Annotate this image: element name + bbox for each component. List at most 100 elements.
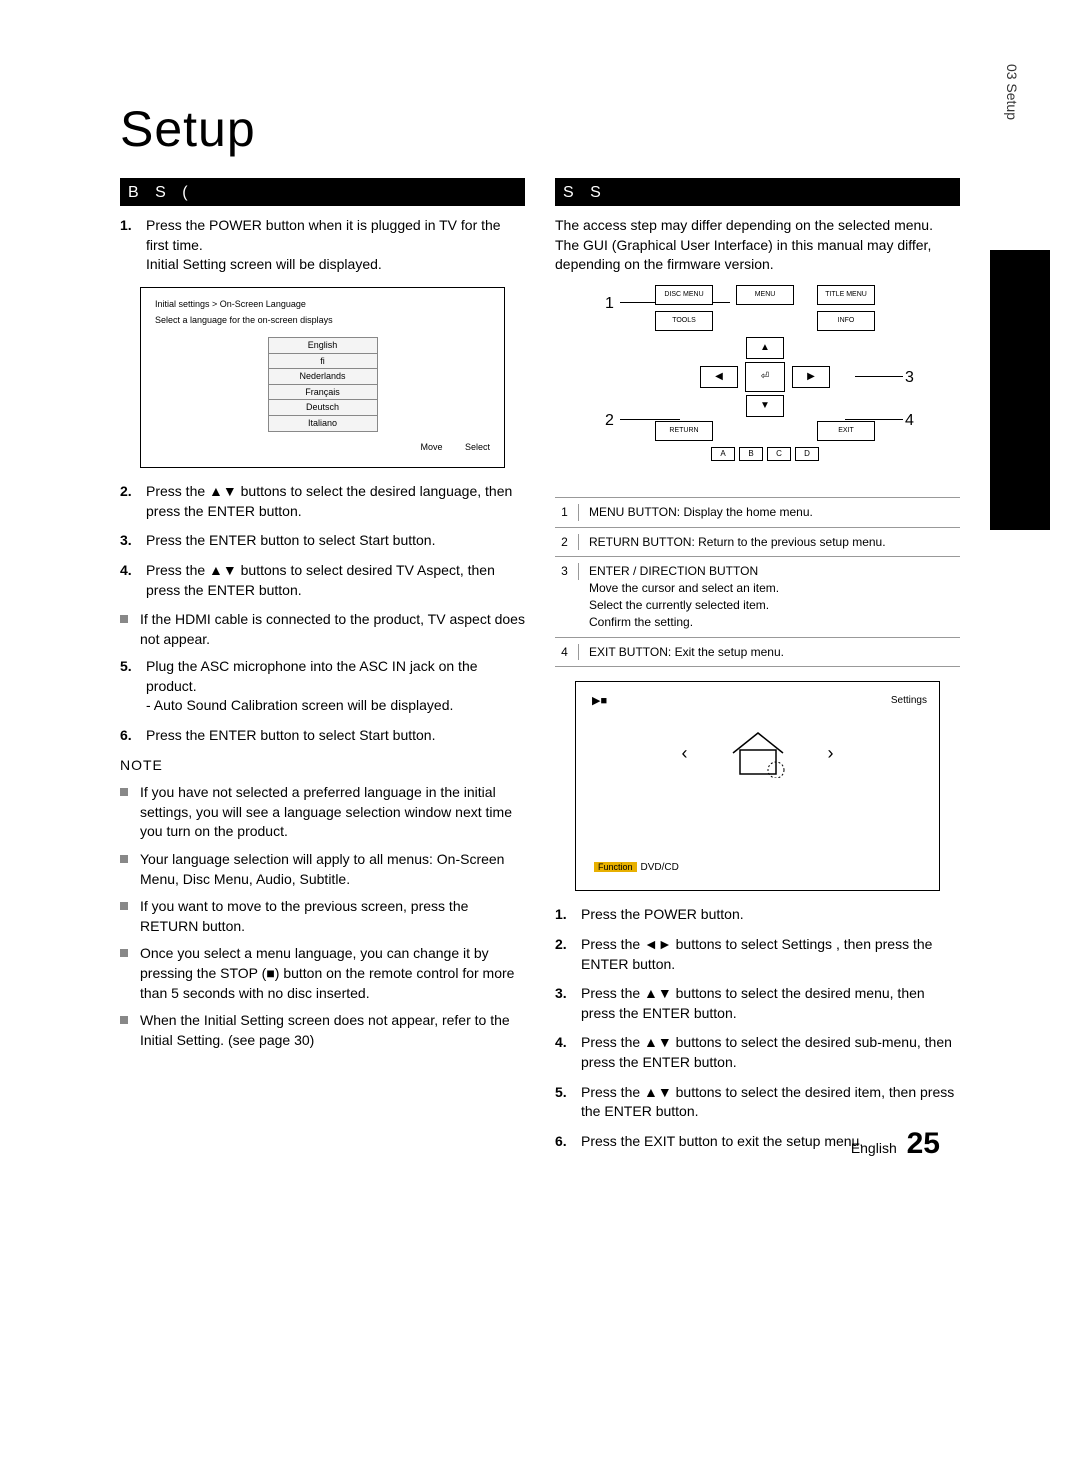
step-text: Press the POWER button. xyxy=(581,905,744,925)
lang-item[interactable]: Français xyxy=(268,384,378,401)
table-row: 3 ENTER / DIRECTION BUTTON Move the curs… xyxy=(555,557,960,637)
callout-3: 3 xyxy=(905,367,914,389)
table-desc: ENTER / DIRECTION BUTTON Move the cursor… xyxy=(589,563,956,630)
settings-label: Settings xyxy=(891,694,927,708)
lang-item[interactable]: Italiano xyxy=(268,415,378,432)
table-num: 1 xyxy=(559,504,579,521)
step-number: 3. xyxy=(120,531,138,551)
settings-icon[interactable] xyxy=(728,728,788,778)
info-button[interactable]: INFO xyxy=(817,311,875,331)
step-text: Plug the ASC microphone into the ASC IN … xyxy=(146,657,525,696)
step-number: 4. xyxy=(555,1033,573,1072)
note-item: If you have not selected a preferred lan… xyxy=(120,783,525,842)
power-label: POWER xyxy=(209,217,262,233)
lang-breadcrumb: Initial settings > On-Screen Language xyxy=(155,298,490,311)
side-chapter-label: 03 Setup xyxy=(1004,64,1020,120)
a-button[interactable]: A xyxy=(711,447,735,461)
step-text: Press the ◄► buttons to select Settings … xyxy=(581,935,960,974)
table-row: 1 MENU BUTTON: Display the home menu. xyxy=(555,498,960,528)
step-number: 3. xyxy=(555,984,573,1023)
lang-item[interactable]: Nederlands xyxy=(268,368,378,385)
table-desc: MENU BUTTON: Display the home menu. xyxy=(589,504,956,521)
dpad-up[interactable]: ▲ xyxy=(746,337,784,359)
exit-button[interactable]: EXIT xyxy=(817,421,875,441)
menu-button[interactable]: MENU xyxy=(736,285,794,305)
lang-prompt: Select a language for the on-screen disp… xyxy=(155,314,490,327)
c-button[interactable]: C xyxy=(767,447,791,461)
dpad-down[interactable]: ▼ xyxy=(746,395,784,417)
step-subtext: - Auto Sound Calibration screen will be … xyxy=(146,696,525,716)
dpad-enter[interactable]: ⏎ xyxy=(745,362,785,392)
callout-1: 1 xyxy=(605,293,614,315)
b-button[interactable]: B xyxy=(739,447,763,461)
intro-text: The access step may differ depending on … xyxy=(555,216,960,275)
remote-control: DISC MENU MENU TITLE MENU TOOLS INFO ▲ ◀… xyxy=(655,285,875,475)
nav-right-arrow[interactable]: › xyxy=(828,741,834,766)
step-1: 1. Press the POWER button when it is plu… xyxy=(120,216,525,275)
step-number: 5. xyxy=(120,657,138,716)
dpad-right[interactable]: ▶ xyxy=(792,366,830,388)
enter-label: ENTER xyxy=(209,727,256,743)
play-stop-icon: ▶■ xyxy=(592,694,607,709)
enter-label: ENTER xyxy=(207,503,254,519)
left-section-header: B S ( xyxy=(120,178,525,206)
bullet-item: If the HDMI cable is connected to the pr… xyxy=(120,610,525,649)
step-text: Press the EXIT button to exit the setup … xyxy=(581,1132,863,1152)
dpad: ▲ ◀ ⏎ ▶ ▼ xyxy=(680,337,850,417)
step-6: 6. Press the ENTER button to select Star… xyxy=(120,726,525,746)
step-text: Press the ▲▼ buttons to select the desir… xyxy=(146,483,512,519)
step-number: 6. xyxy=(555,1132,573,1152)
function-label: Function xyxy=(594,862,637,872)
table-desc: EXIT BUTTON: Exit the setup menu. xyxy=(589,644,956,661)
table-num: 4 xyxy=(559,644,579,661)
select-label: Select xyxy=(465,442,490,452)
disc-menu-button[interactable]: DISC MENU xyxy=(655,285,713,305)
rstep-2: 2.Press the ◄► buttons to select Setting… xyxy=(555,935,960,974)
step-2: 2. Press the ▲▼ buttons to select the de… xyxy=(120,482,525,521)
return-button[interactable]: RETURN xyxy=(655,421,713,441)
d-button[interactable]: D xyxy=(795,447,819,461)
tv-settings-box: ▶■ Settings ‹ › Function DVD/CD xyxy=(575,681,940,891)
lang-footer: Move Select xyxy=(155,441,490,454)
dpad-left[interactable]: ◀ xyxy=(700,366,738,388)
table-num: 2 xyxy=(559,534,579,551)
settings-nav: ‹ › xyxy=(588,728,927,778)
step-number: 2. xyxy=(120,482,138,521)
enter-label: ENTER xyxy=(207,582,254,598)
step-text: Press the ▲▼ buttons to select the desir… xyxy=(581,1083,960,1122)
nav-left-arrow[interactable]: ‹ xyxy=(682,741,688,766)
lang-item[interactable]: ﬁ xyxy=(268,353,378,370)
callout-4: 4 xyxy=(905,410,914,432)
note-item: Your language selection will apply to al… xyxy=(120,850,525,889)
step-number: 2. xyxy=(555,935,573,974)
function-indicator: Function DVD/CD xyxy=(592,860,681,876)
step-text: Press the ▲▼ buttons to select the desir… xyxy=(581,984,960,1023)
step-number: 5. xyxy=(555,1083,573,1122)
step-text: button. xyxy=(255,582,302,598)
callout-table: 1 MENU BUTTON: Display the home menu. 2 … xyxy=(555,497,960,668)
title-menu-button[interactable]: TITLE MENU xyxy=(817,285,875,305)
function-value: DVD/CD xyxy=(641,862,679,873)
note-item: Once you select a menu language, you can… xyxy=(120,944,525,1003)
move-label: Move xyxy=(420,442,442,452)
step-text: button to select Start button. xyxy=(256,532,435,548)
page: 03 Setup Setup B S ( 1. Press the POWER … xyxy=(0,0,1080,1221)
lang-item[interactable]: Deutsch xyxy=(268,399,378,416)
step-text: Press the ▲▼ buttons to select the desir… xyxy=(581,1033,960,1072)
footer-lang: English xyxy=(851,1140,897,1156)
table-row: 4 EXIT BUTTON: Exit the setup menu. xyxy=(555,638,960,668)
language-select-box: Initial settings > On-Screen Language Se… xyxy=(140,287,505,468)
tools-button[interactable]: TOOLS xyxy=(655,311,713,331)
rstep-1: 1.Press the POWER button. xyxy=(555,905,960,925)
table-desc: RETURN BUTTON: Return to the previous se… xyxy=(589,534,956,551)
callout-2: 2 xyxy=(605,410,614,432)
language-list: English ﬁ Nederlands Français Deutsch It… xyxy=(268,337,378,432)
step-text: Press the xyxy=(146,727,209,743)
lang-item[interactable]: English xyxy=(268,337,378,354)
two-column-layout: B S ( 1. Press the POWER button when it … xyxy=(120,178,960,1161)
page-footer: English 25 xyxy=(851,1127,940,1161)
step-number: 6. xyxy=(120,726,138,746)
note-item: If you want to move to the previous scre… xyxy=(120,897,525,936)
step-3: 3. Press the ENTER button to select Star… xyxy=(120,531,525,551)
step-number: 4. xyxy=(120,561,138,600)
